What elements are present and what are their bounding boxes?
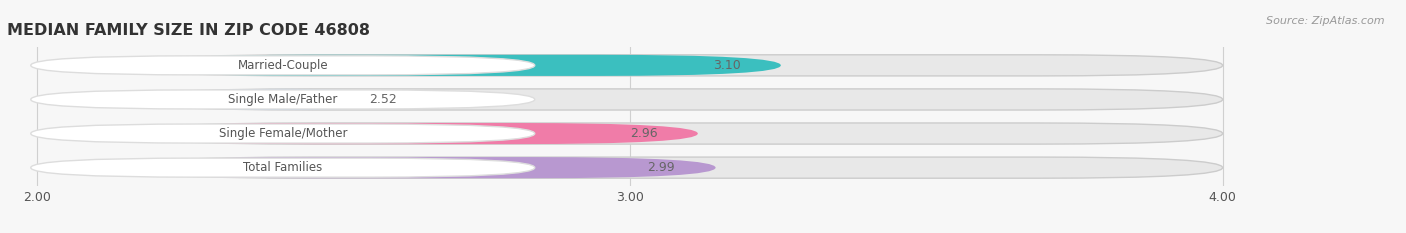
Text: Source: ZipAtlas.com: Source: ZipAtlas.com	[1267, 16, 1385, 26]
FancyBboxPatch shape	[128, 55, 780, 76]
FancyBboxPatch shape	[31, 158, 534, 177]
FancyBboxPatch shape	[31, 124, 534, 143]
FancyBboxPatch shape	[128, 123, 697, 144]
FancyBboxPatch shape	[128, 89, 437, 110]
FancyBboxPatch shape	[128, 157, 716, 178]
Text: Single Male/Father: Single Male/Father	[228, 93, 337, 106]
Text: 2.96: 2.96	[630, 127, 657, 140]
Text: Single Female/Mother: Single Female/Mother	[218, 127, 347, 140]
FancyBboxPatch shape	[31, 90, 534, 109]
FancyBboxPatch shape	[128, 123, 1223, 144]
FancyBboxPatch shape	[128, 157, 1223, 178]
FancyBboxPatch shape	[31, 56, 534, 75]
FancyBboxPatch shape	[128, 89, 1223, 110]
Text: 3.10: 3.10	[713, 59, 741, 72]
Text: 2.52: 2.52	[368, 93, 396, 106]
Text: Married-Couple: Married-Couple	[238, 59, 328, 72]
FancyBboxPatch shape	[128, 55, 1223, 76]
Text: MEDIAN FAMILY SIZE IN ZIP CODE 46808: MEDIAN FAMILY SIZE IN ZIP CODE 46808	[7, 24, 370, 38]
Text: Total Families: Total Families	[243, 161, 322, 174]
Text: 2.99: 2.99	[647, 161, 675, 174]
